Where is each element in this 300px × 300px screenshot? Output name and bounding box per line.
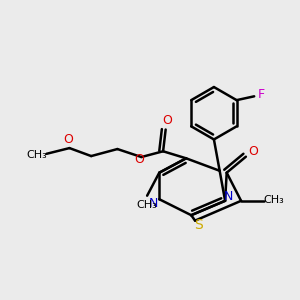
Text: S: S (194, 218, 203, 233)
Text: F: F (258, 88, 265, 101)
Text: O: O (63, 133, 73, 146)
Text: N: N (149, 196, 158, 210)
Text: CH₃: CH₃ (26, 150, 47, 161)
Text: O: O (248, 146, 258, 158)
Text: CH₃: CH₃ (136, 200, 157, 210)
Text: O: O (162, 114, 172, 127)
Text: CH₃: CH₃ (263, 195, 284, 205)
Text: N: N (224, 190, 233, 203)
Text: O: O (134, 153, 144, 166)
